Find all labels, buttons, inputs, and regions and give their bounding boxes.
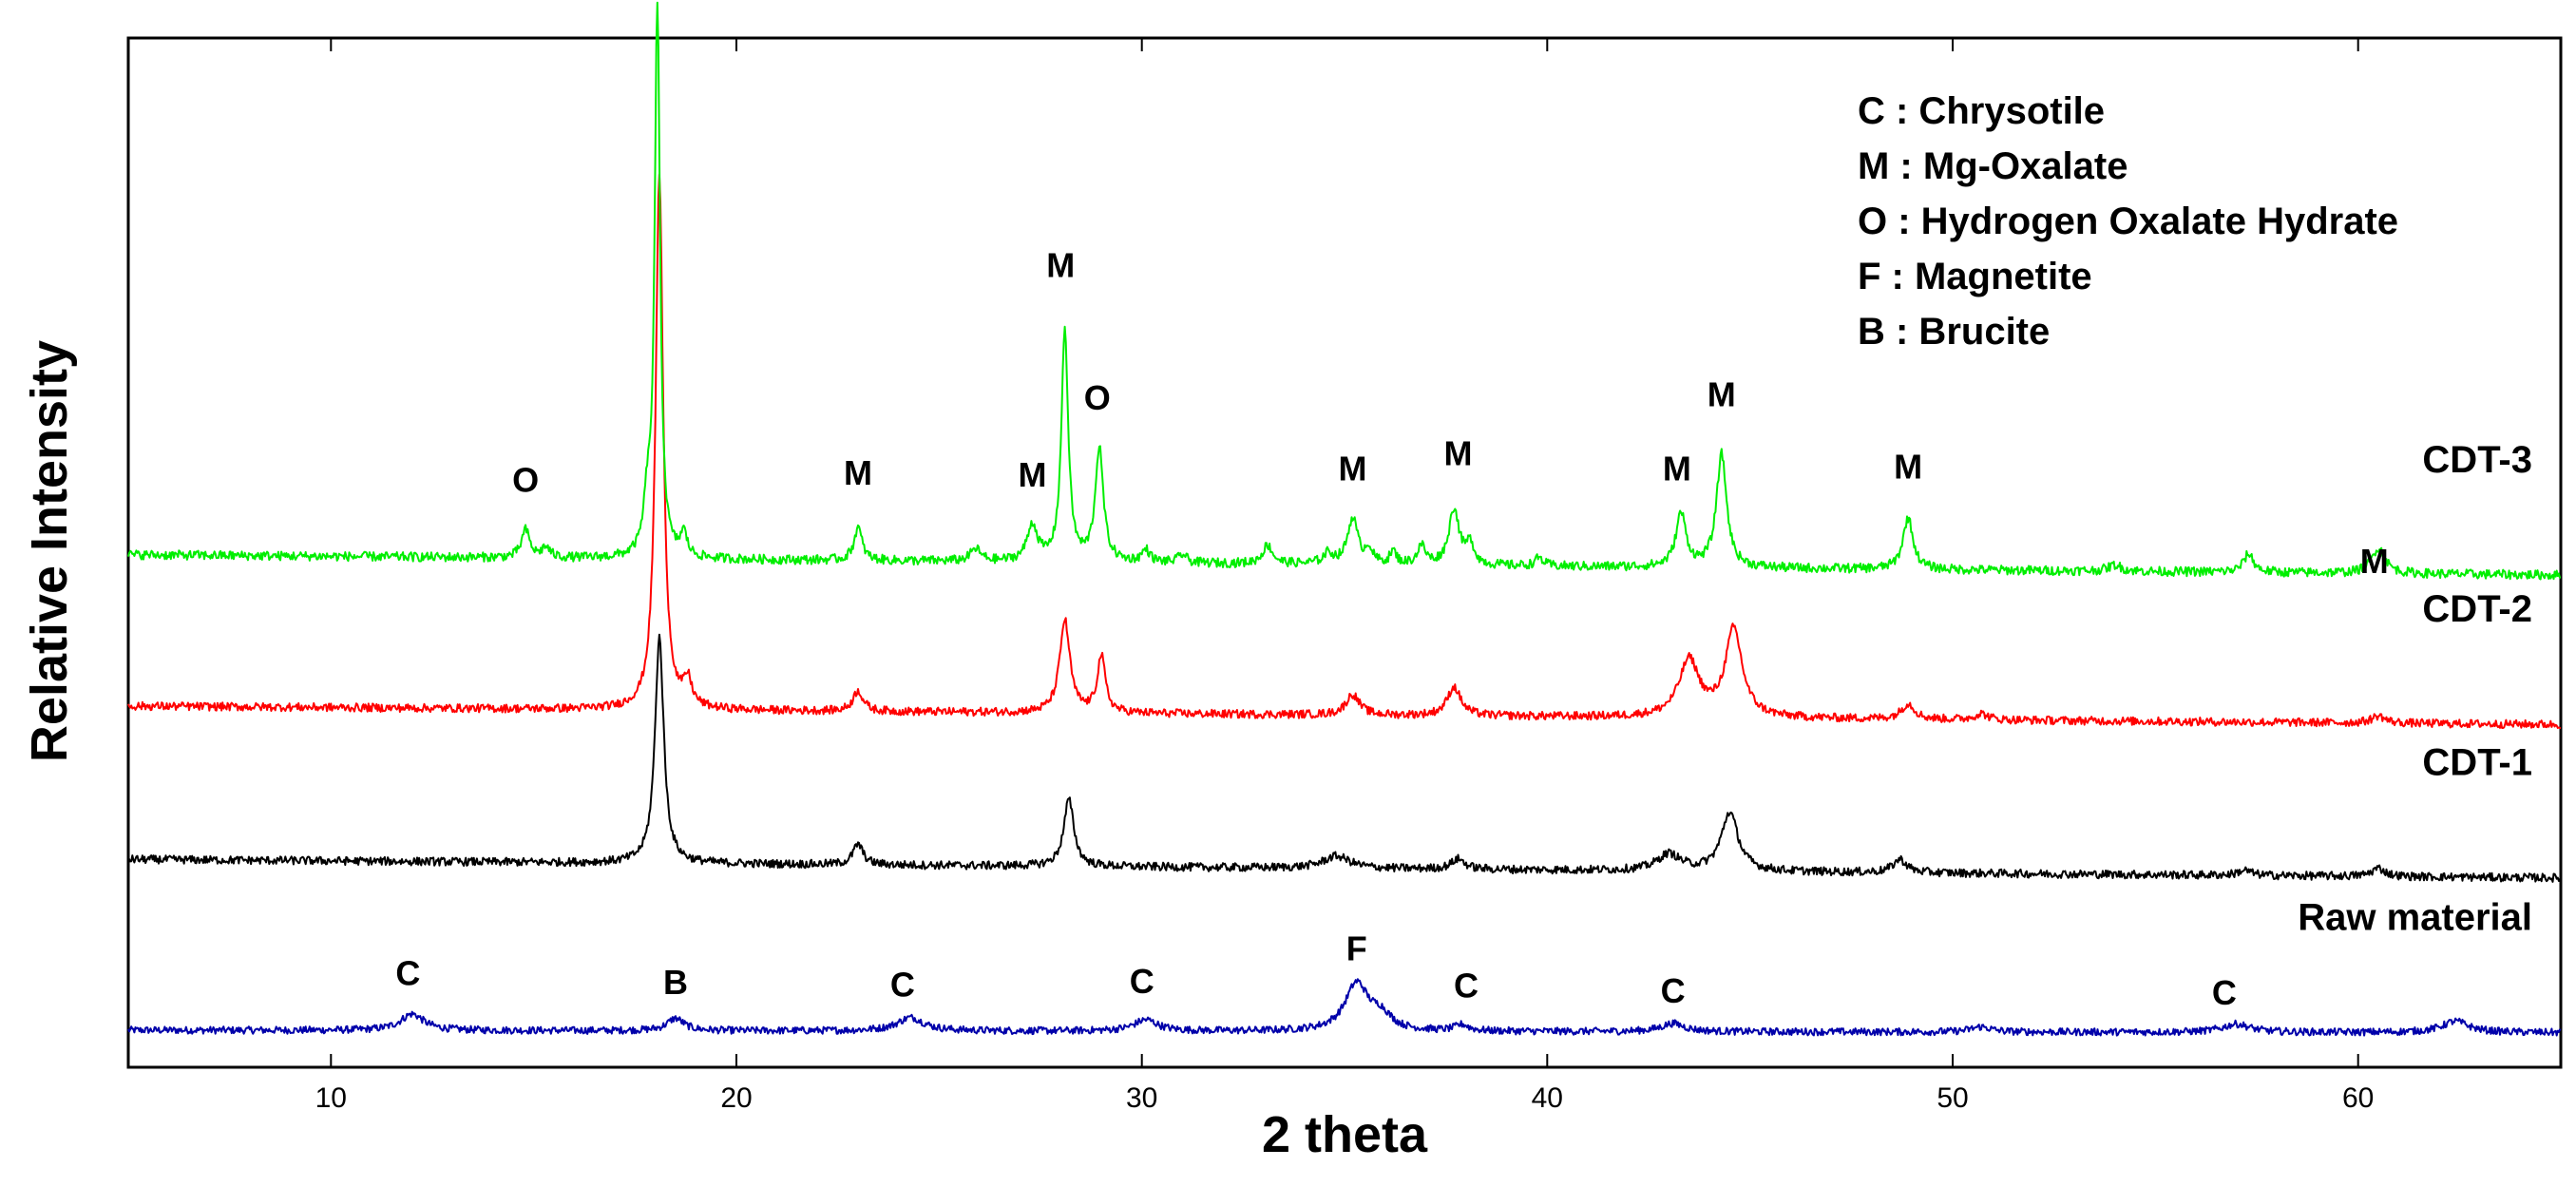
series-traces xyxy=(127,1,2562,1037)
series-label: CDT-1 xyxy=(2422,741,2532,783)
peak-label: M xyxy=(1339,450,1367,488)
peak-label: O xyxy=(1084,378,1111,417)
peak-label: O xyxy=(512,461,539,500)
series-line xyxy=(127,1,2562,581)
series-label: CDT-3 xyxy=(2422,439,2532,481)
plot-frame xyxy=(126,36,2563,1069)
x-tick-label: 10 xyxy=(315,1082,347,1114)
peak-label: M xyxy=(1663,450,1691,488)
series-label: CDT-2 xyxy=(2422,588,2532,630)
peak-label: M xyxy=(1444,433,1473,472)
legend-entry: F : Magnetite xyxy=(1858,256,2092,297)
peak-label: B xyxy=(663,963,688,1002)
x-tick-label: 40 xyxy=(1532,1082,1563,1114)
series-label: Raw material xyxy=(2298,896,2532,938)
peak-labels: CBCCFCCCOMMMMOMMMMMM xyxy=(395,245,2389,1012)
x-tick-label: 20 xyxy=(720,1082,752,1114)
peak-label: C xyxy=(1454,966,1479,1005)
legend: C : Chrysotile M : Mg-Oxalate O : Hydrogen… xyxy=(1858,90,2398,353)
x-tick-label: 60 xyxy=(2342,1082,2374,1114)
peak-label: C xyxy=(1130,962,1154,1001)
peak-label: M xyxy=(1046,245,1075,284)
series-labels: Raw material CDT-1 CDT-2 CDT-3 xyxy=(2298,439,2532,939)
series-line xyxy=(127,173,2562,730)
legend-entry: B : Brucite xyxy=(1858,311,2050,353)
legend-entry: M : Mg-Oxalate xyxy=(1858,145,2128,187)
legend-entry: C : Chrysotile xyxy=(1858,90,2105,132)
peak-label: M xyxy=(1894,448,1922,487)
series-line xyxy=(127,978,2562,1037)
y-axis-title: Relative Intensity xyxy=(21,340,78,762)
peak-label: M xyxy=(844,453,872,492)
peak-label: C xyxy=(2212,973,2237,1012)
x-tick-label: 50 xyxy=(1937,1082,1968,1114)
peak-label: C xyxy=(890,965,915,1004)
x-tick-label: 30 xyxy=(1126,1082,1157,1114)
legend-entry: O : Hydrogen Oxalate Hydrate xyxy=(1858,201,2398,242)
peak-label: F xyxy=(1346,929,1367,967)
peak-label: M xyxy=(1019,455,1047,494)
peak-label: M xyxy=(1708,375,1736,414)
x-axis-ticks: 10 20 30 40 50 60 xyxy=(315,38,2374,1114)
peak-label: C xyxy=(1661,971,1686,1010)
x-axis-title: 2 theta xyxy=(1262,1106,1428,1163)
peak-label: M xyxy=(2360,542,2389,581)
series-line xyxy=(127,633,2562,883)
peak-label: C xyxy=(395,953,420,992)
